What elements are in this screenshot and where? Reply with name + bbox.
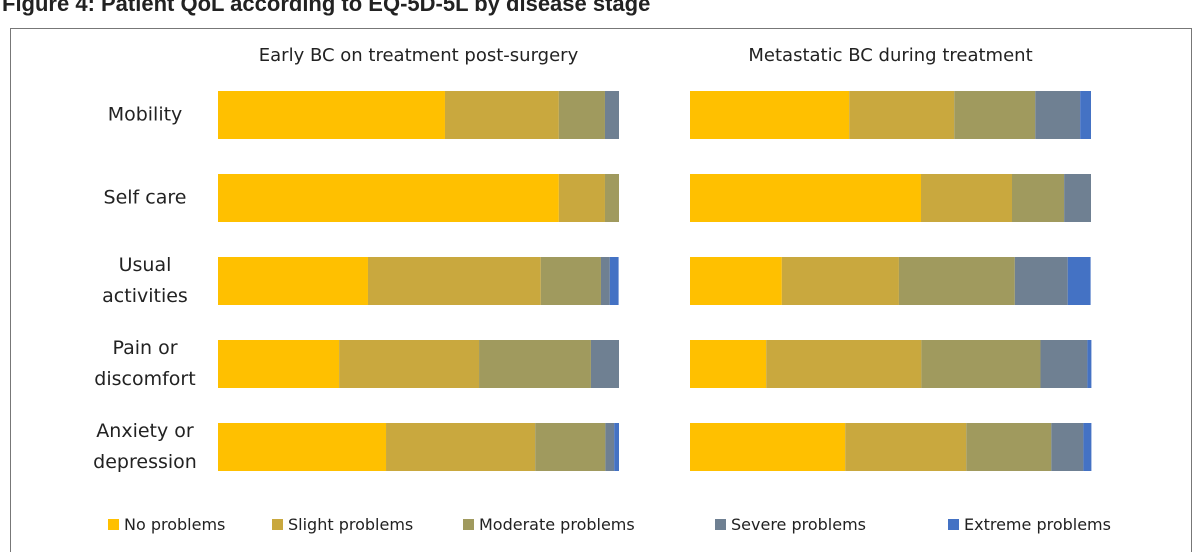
bar-segment bbox=[590, 340, 619, 388]
bar-segment bbox=[1067, 257, 1091, 305]
legend-swatch bbox=[108, 519, 119, 530]
bar-segment bbox=[781, 257, 899, 305]
bar-segment bbox=[218, 174, 559, 222]
bar-segment bbox=[845, 423, 967, 471]
legend-item: Slight problems bbox=[272, 515, 413, 534]
bar-segment bbox=[766, 340, 922, 388]
bar-segment bbox=[614, 423, 619, 471]
bar-segment bbox=[921, 340, 1041, 388]
bar-segment bbox=[1064, 174, 1091, 222]
category-label: Pain or discomfort bbox=[94, 337, 196, 390]
bar-segment bbox=[218, 91, 445, 139]
legend-label: Extreme problems bbox=[964, 515, 1111, 534]
bar-segment bbox=[966, 423, 1052, 471]
bar-segment bbox=[690, 423, 846, 471]
legend-label: Slight problems bbox=[288, 515, 414, 534]
bar-segment bbox=[600, 257, 610, 305]
bar-segment bbox=[218, 257, 368, 305]
legend-item: No problems bbox=[108, 515, 225, 534]
bar-segment bbox=[444, 91, 559, 139]
bar-segment bbox=[690, 257, 782, 305]
bar-segment bbox=[218, 423, 387, 471]
bar-segment bbox=[218, 340, 340, 388]
bar-segment bbox=[609, 257, 619, 305]
bar-segment bbox=[1014, 257, 1068, 305]
chart-subtitle: Metastatic BC during treatment bbox=[748, 45, 1032, 66]
bar-segment bbox=[690, 91, 850, 139]
bar-segment bbox=[540, 257, 601, 305]
category-label: Self care bbox=[103, 186, 187, 209]
bar-segment bbox=[1083, 423, 1092, 471]
legend-item: Moderate problems bbox=[463, 515, 635, 534]
bar-segment bbox=[690, 340, 767, 388]
bar-segment bbox=[605, 423, 615, 471]
legend-item: Severe problems bbox=[715, 515, 866, 534]
chart-subtitle: Early BC on treatment post-surgery bbox=[259, 45, 579, 66]
legend-label: Severe problems bbox=[731, 515, 867, 534]
bar-segment bbox=[1080, 91, 1091, 139]
bar-segment bbox=[558, 91, 605, 139]
bar-segment bbox=[1087, 340, 1092, 388]
legend-swatch bbox=[463, 519, 474, 530]
category-label: Anxiety or depression bbox=[93, 420, 197, 473]
legend-item: Extreme problems bbox=[948, 515, 1111, 534]
category-label: Mobility bbox=[107, 103, 183, 126]
bar-segment bbox=[535, 423, 606, 471]
legend-swatch bbox=[272, 519, 283, 530]
bar-segment bbox=[1035, 91, 1081, 139]
bar-segment bbox=[367, 257, 541, 305]
bar-segment bbox=[954, 91, 1036, 139]
bar-segment bbox=[1012, 174, 1065, 222]
legend-label: No problems bbox=[124, 515, 226, 534]
legend-swatch bbox=[948, 519, 959, 530]
figure-title: Figure 4: Patient QoL according to EQ-5D… bbox=[2, 0, 651, 16]
bar-segment bbox=[1040, 340, 1088, 388]
bar-segment bbox=[920, 174, 1013, 222]
bar-segment bbox=[558, 174, 605, 222]
bar-segment bbox=[386, 423, 536, 471]
bar-segment bbox=[339, 340, 480, 388]
bar-segment bbox=[1051, 423, 1084, 471]
bar-segment bbox=[604, 91, 619, 139]
legend-swatch bbox=[715, 519, 726, 530]
bar-segment bbox=[604, 174, 619, 222]
chart-frame bbox=[10, 28, 1192, 552]
bar-segment bbox=[479, 340, 591, 388]
bar-segment bbox=[898, 257, 1015, 305]
legend-label: Moderate problems bbox=[479, 515, 635, 534]
bar-segment bbox=[690, 174, 921, 222]
category-label: Usual activities bbox=[102, 254, 188, 307]
bar-segment bbox=[849, 91, 955, 139]
